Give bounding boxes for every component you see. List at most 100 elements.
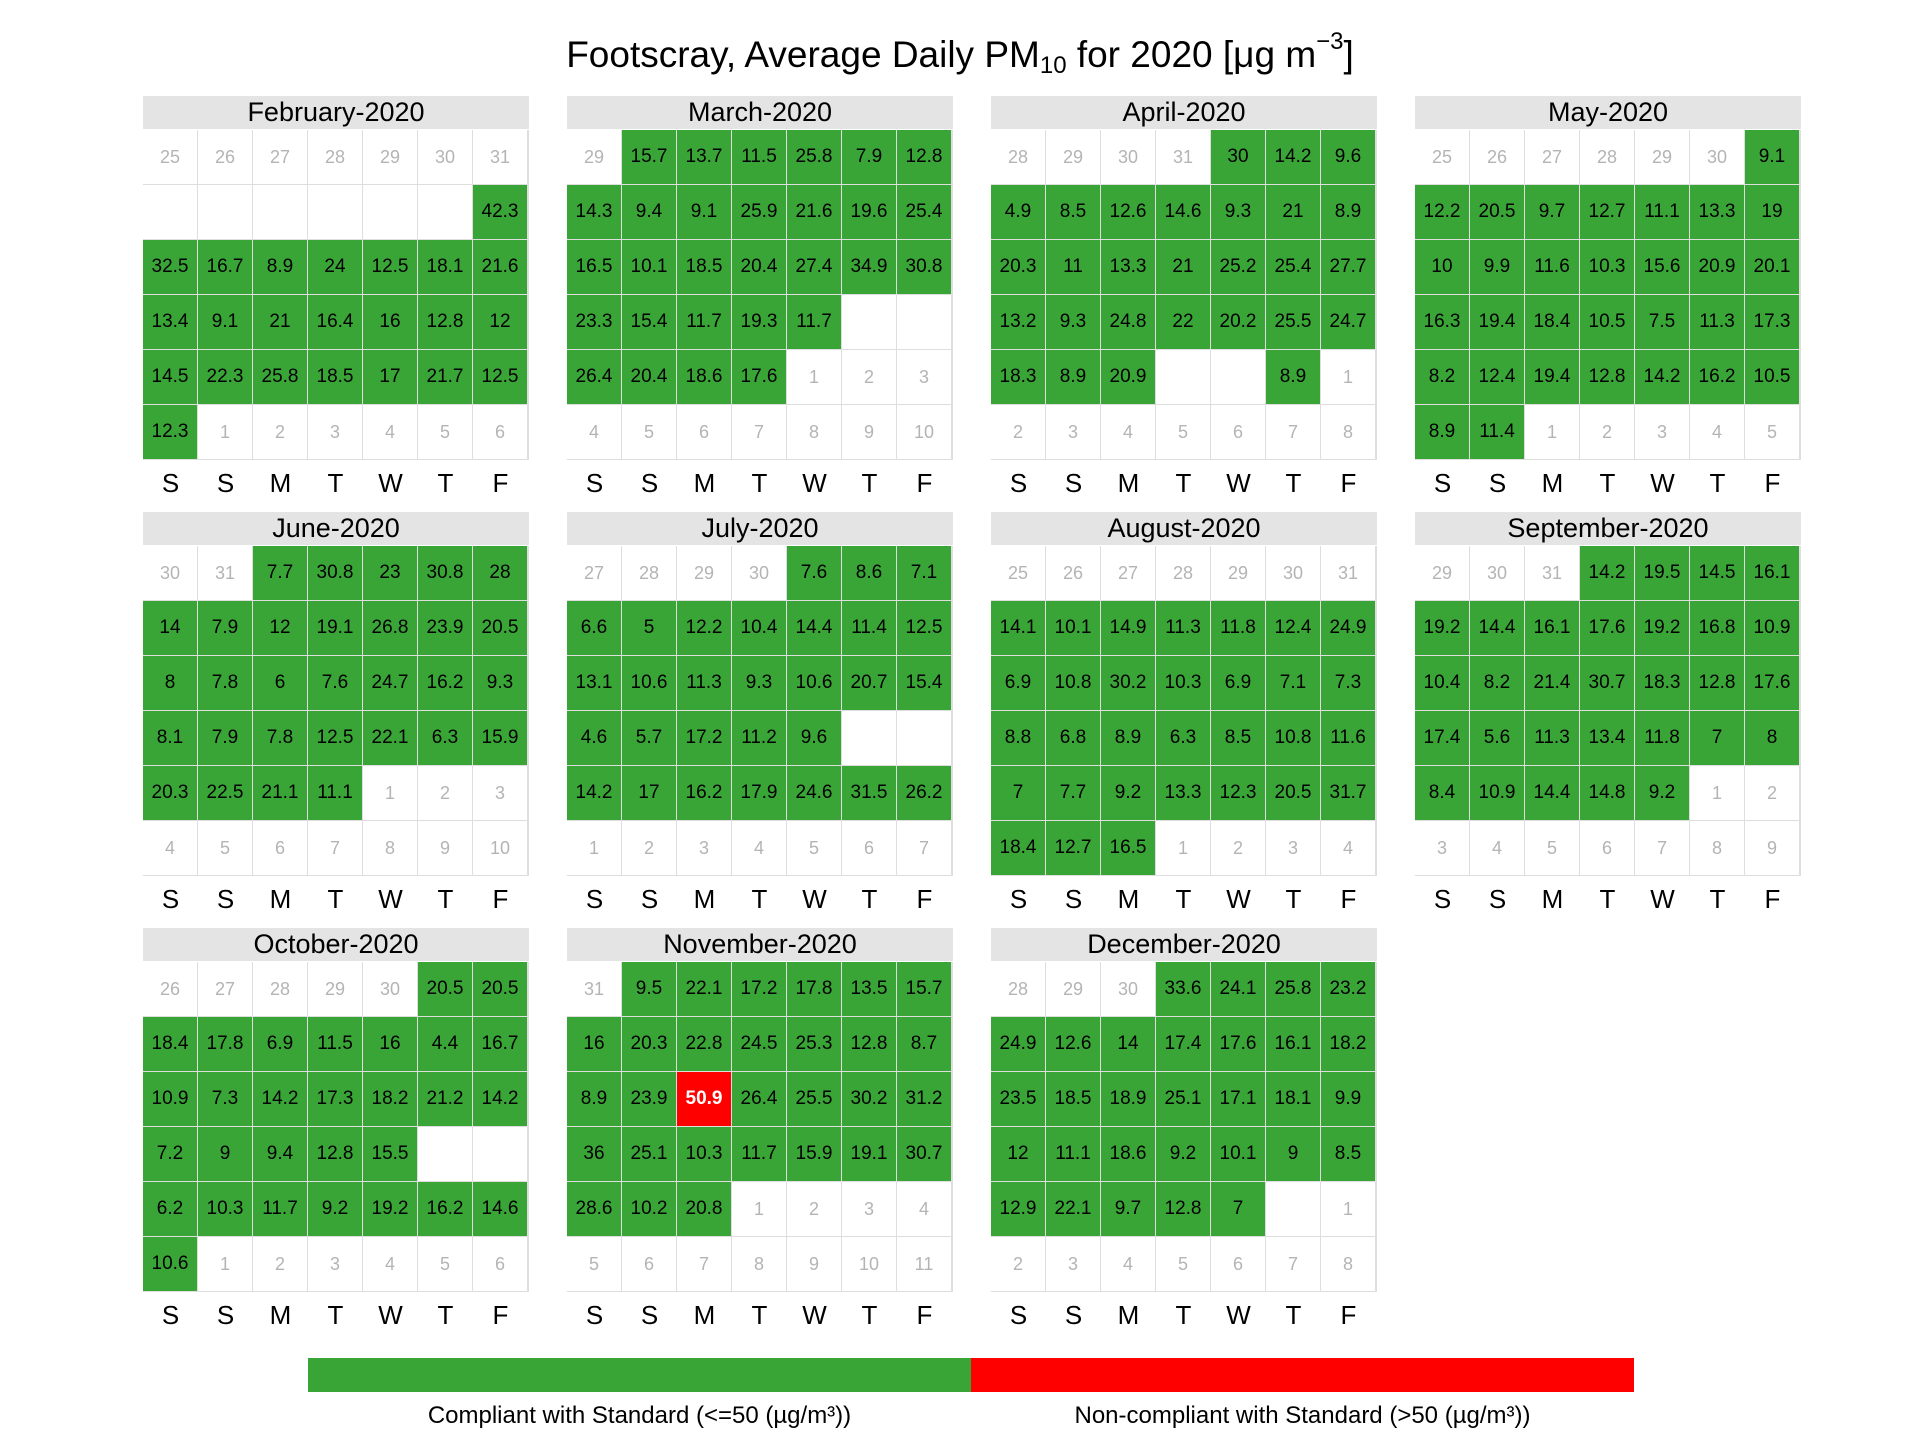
day-cell-outside-month: 1 <box>1321 1182 1375 1236</box>
day-cell-outside-month: 30 <box>1101 962 1155 1016</box>
day-cell-compliant: 14.5 <box>143 350 197 404</box>
weekday-label: T <box>1599 884 1616 914</box>
day-cell-outside-month: 9 <box>418 821 472 875</box>
day-cell-outside-month: 29 <box>677 546 731 600</box>
day-cell-outside-month: 4 <box>363 405 417 459</box>
day-cell-outside-month: 4 <box>567 405 621 459</box>
day-cell-outside-month: 4 <box>363 1237 417 1291</box>
day-cell-compliant: 14.5 <box>1690 546 1744 600</box>
day-cell-compliant: 23.5 <box>991 1072 1045 1126</box>
weekday-label: T <box>1175 468 1192 498</box>
day-cell-compliant: 10.3 <box>677 1127 731 1181</box>
day-cell-outside-month: 28 <box>1580 130 1634 184</box>
month-panel: April-2020 28 29 30 31 30 14.2 9.6 4.9 8.5 12.6 14.… <box>991 96 1377 501</box>
day-cell-missing <box>363 185 417 239</box>
day-cell-compliant: 9.3 <box>1046 295 1100 349</box>
day-cell-outside-month: 2 <box>787 1182 841 1236</box>
month-panel: June-2020 30 31 7.7 30.8 23 30.8 28 14 7.9 12 19.1 2… <box>143 512 529 917</box>
day-cell-compliant: 21 <box>1266 185 1320 239</box>
weekday-label: S <box>585 884 604 914</box>
weekday-label: S <box>640 468 659 498</box>
weekday-label: T <box>751 884 768 914</box>
day-cell-compliant: 17.6 <box>1745 656 1799 710</box>
day-cell-compliant: 12.8 <box>1580 350 1634 404</box>
day-cell-outside-month: 29 <box>308 962 362 1016</box>
day-cell-compliant: 20.5 <box>418 962 472 1016</box>
day-cell-compliant: 18.1 <box>1266 1072 1320 1126</box>
day-cell-compliant: 17 <box>622 766 676 820</box>
day-cell-outside-month: 1 <box>198 1237 252 1291</box>
weekday-label: W <box>802 884 827 914</box>
day-cell-compliant: 12.3 <box>143 405 197 459</box>
day-cell-compliant: 20.8 <box>677 1182 731 1236</box>
day-cell-outside-month: 9 <box>842 405 896 459</box>
day-cell-outside-month: 7 <box>1266 405 1320 459</box>
weekday-label: F <box>1340 884 1357 914</box>
weekday-label: F <box>1340 1300 1357 1330</box>
month-grid: 28 29 30 33.6 24.1 25.8 23.2 24.9 12.6 14 17.4 17.6… <box>991 962 1377 1292</box>
day-cell-compliant: 25.5 <box>787 1072 841 1126</box>
day-cell-outside-month: 2 <box>842 350 896 404</box>
weekday-label: M <box>269 884 292 914</box>
day-cell-compliant: 12.2 <box>1415 185 1469 239</box>
day-cell-compliant: 15.9 <box>787 1127 841 1181</box>
day-cell-outside-month: 10 <box>897 405 951 459</box>
weekday-label: F <box>916 884 933 914</box>
day-cell-compliant: 7 <box>991 766 1045 820</box>
day-cell-compliant: 11.6 <box>1321 711 1375 765</box>
day-cell-compliant: 12.8 <box>842 1017 896 1071</box>
weekday-label: T <box>327 1300 344 1330</box>
weekday-label: S <box>585 1300 604 1330</box>
month-title: October-2020 <box>143 928 529 961</box>
day-cell-compliant: 24.9 <box>991 1017 1045 1071</box>
day-cell-outside-month: 7 <box>897 821 951 875</box>
day-cell-compliant: 12.3 <box>1211 766 1265 820</box>
day-cell-compliant: 22.1 <box>1046 1182 1100 1236</box>
weekday-label: S <box>216 884 235 914</box>
day-cell-compliant: 17.8 <box>198 1017 252 1071</box>
weekday-label: T <box>1175 1300 1192 1330</box>
day-cell-missing <box>198 185 252 239</box>
legend-swatch-noncompliant <box>971 1358 1634 1392</box>
weekday-label: M <box>693 1300 716 1330</box>
day-cell-outside-month: 1 <box>1690 766 1744 820</box>
day-cell-compliant: 7.6 <box>308 656 362 710</box>
day-cell-compliant: 15.5 <box>363 1127 417 1181</box>
day-cell-compliant: 6.2 <box>143 1182 197 1236</box>
day-cell-compliant: 20.5 <box>473 962 527 1016</box>
day-cell-compliant: 11.8 <box>1211 601 1265 655</box>
weekday-label: W <box>1650 468 1675 498</box>
day-cell-outside-month: 9 <box>787 1237 841 1291</box>
day-cell-compliant: 9.2 <box>308 1182 362 1236</box>
day-cell-outside-month: 28 <box>253 962 307 1016</box>
day-cell-compliant: 12.9 <box>991 1182 1045 1236</box>
month-panel: March-2020 29 15.7 13.7 11.5 25.8 7.9 12.8 14.3 9… <box>567 96 953 501</box>
day-cell-compliant: 18.9 <box>1101 1072 1155 1126</box>
day-cell-compliant: 13.7 <box>677 130 731 184</box>
day-cell-compliant: 27.7 <box>1321 240 1375 294</box>
day-cell-compliant: 8.9 <box>1266 350 1320 404</box>
day-cell-outside-month: 5 <box>1156 1237 1210 1291</box>
day-cell-compliant: 25.4 <box>897 185 951 239</box>
day-cell-compliant: 25.8 <box>787 130 841 184</box>
legend-color-bar <box>308 1358 1634 1392</box>
day-cell-compliant: 26.4 <box>567 350 621 404</box>
day-cell-outside-month: 3 <box>677 821 731 875</box>
day-cell-outside-month: 31 <box>1321 546 1375 600</box>
day-cell-outside-month: 5 <box>1525 821 1579 875</box>
day-cell-compliant: 25.3 <box>787 1017 841 1071</box>
day-cell-compliant: 25.2 <box>1211 240 1265 294</box>
weekday-label: S <box>1488 468 1507 498</box>
day-cell-compliant: 10.6 <box>787 656 841 710</box>
month-title: March-2020 <box>567 96 953 129</box>
day-cell-compliant: 16 <box>567 1017 621 1071</box>
day-cell-outside-month: 31 <box>1156 130 1210 184</box>
day-cell-outside-month: 7 <box>308 821 362 875</box>
day-cell-compliant: 11.3 <box>1156 601 1210 655</box>
day-cell-outside-month: 7 <box>732 405 786 459</box>
month-grid: 25 26 27 28 29 30 31 14.1 10.1 14.9 11.3 11.8 12.4 24… <box>991 546 1377 876</box>
weekday-label: W <box>378 468 403 498</box>
day-cell-compliant: 9.2 <box>1156 1127 1210 1181</box>
weekday-label: S <box>1488 884 1507 914</box>
weekday-label: S <box>1064 468 1083 498</box>
